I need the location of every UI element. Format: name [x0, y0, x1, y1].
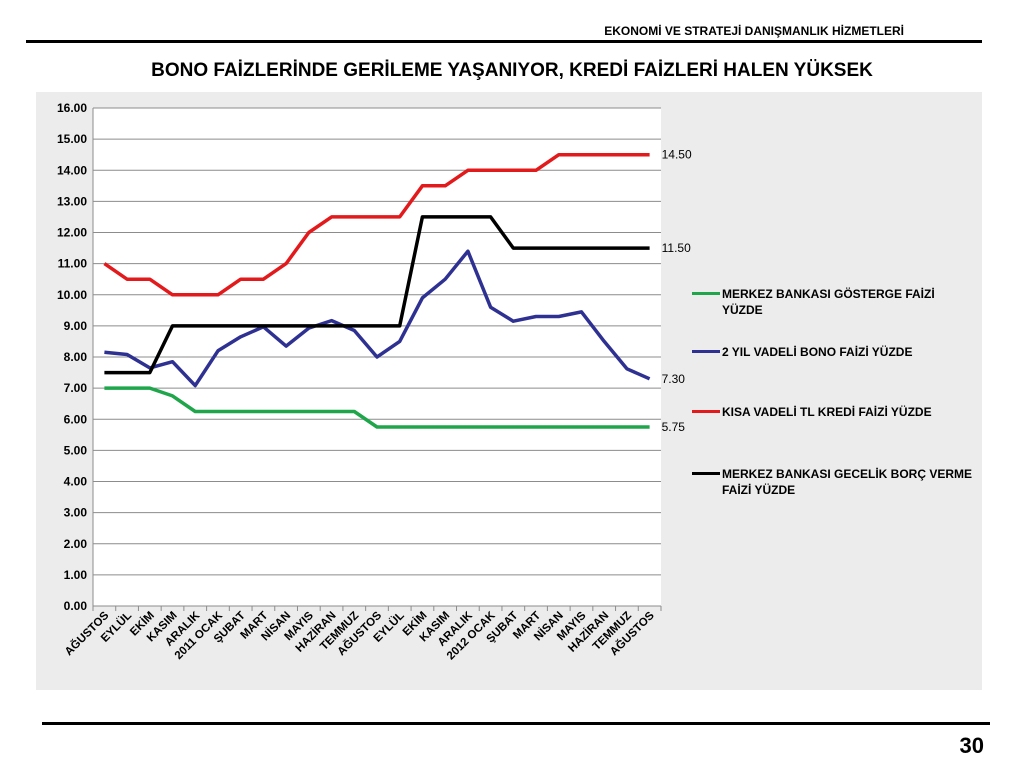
series-line-2 — [103, 152, 650, 297]
y-tick-label: 16.00 — [57, 101, 87, 115]
y-tick-label: 13.00 — [57, 194, 87, 208]
page-number: 30 — [959, 733, 984, 758]
y-tick-label: 0.00 — [64, 599, 88, 613]
y-tick-label: 9.00 — [64, 319, 88, 333]
chart-panel: 0.00 1.00 2.00 3.00 4.00 5.00 6.00 7.00 8.00 9.00… — [36, 92, 982, 690]
y-tick-label: 4.00 — [64, 475, 88, 489]
series-line-1 — [104, 249, 651, 388]
y-tick-label: 14.00 — [57, 163, 87, 177]
y-tick-label: 15.00 — [57, 132, 87, 146]
y-tick-label: 11.00 — [58, 257, 88, 271]
series-line-3 — [104, 215, 650, 375]
y-tick-label: 8.00 — [64, 350, 88, 364]
line-chart: 0.00 1.00 2.00 3.00 4.00 5.00 6.00 7.00 8.00 9.00… — [57, 101, 692, 662]
y-tick-label: 10.00 — [57, 288, 87, 302]
series-end-label: 5.75 — [662, 420, 686, 434]
y-tick-label: 6.00 — [64, 412, 88, 426]
y-tick-label: 2.00 — [64, 537, 88, 551]
header-text: EKONOMİ VE STRATEJİ DANIŞMANLIK HİZMETLE… — [604, 24, 904, 38]
legend-swatch — [692, 350, 720, 353]
legend-label: KISA VADELİ TL KREDİ FAİZİ YÜZDE — [722, 405, 932, 419]
legend-swatch — [692, 410, 720, 413]
top-divider — [26, 40, 982, 43]
series-end-label: 14.50 — [662, 148, 692, 162]
legend-label: MERKEZ BANKASI GECELİK BORÇ VERME FAİZİ … — [722, 467, 973, 497]
bottom-divider — [42, 722, 990, 725]
y-tick-label: 1.00 — [64, 568, 88, 582]
series-end-label: 7.30 — [662, 372, 686, 386]
legend-swatch — [692, 292, 720, 295]
series-end-label: 11.50 — [662, 241, 691, 255]
legend-label: 2 YIL VADELİ BONO FAİZİ YÜZDE — [722, 345, 913, 359]
y-tick-label: 3.00 — [64, 506, 88, 520]
y-tick-label: 12.00 — [57, 226, 87, 240]
legend-swatch — [692, 472, 720, 475]
page-title: BONO FAİZLERİNDE GERİLEME YAŞANIYOR, KRE… — [151, 60, 873, 81]
series-line-0 — [104, 386, 650, 429]
legend-label: MERKEZ BANKASI GÖSTERGE FAİZİ YÜZDE — [722, 287, 935, 317]
y-tick-label: 5.00 — [64, 443, 88, 457]
y-tick-label: 7.00 — [64, 381, 88, 395]
